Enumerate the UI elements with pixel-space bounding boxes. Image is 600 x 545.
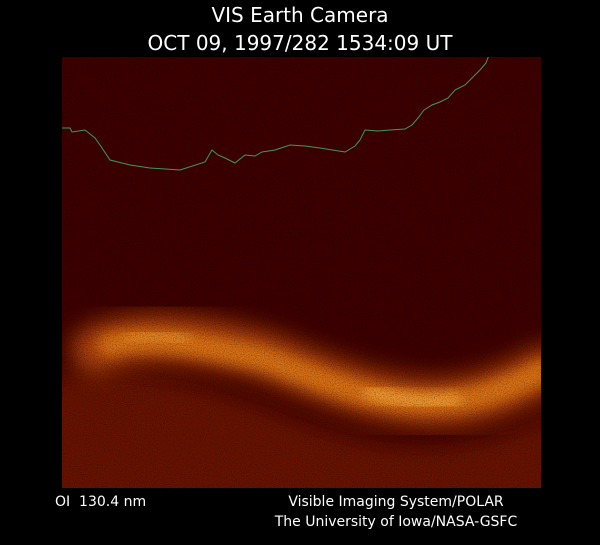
image-timestamp: OCT 09, 1997/282 1534:09 UT [148,31,454,55]
coastline [62,57,489,171]
image-title: VIS Earth Camera [211,3,388,27]
camera-image [62,57,541,488]
credit-line: The University of Iowa/NASA-GSFC [274,514,518,530]
credit-line: Visible Imaging System/POLAR [288,494,504,510]
wavelength-label: OI 130.4 nm [55,494,146,510]
